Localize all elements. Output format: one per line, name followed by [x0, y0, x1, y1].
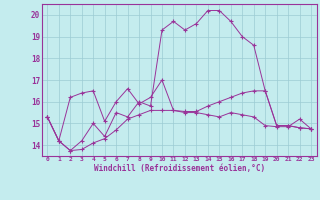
- X-axis label: Windchill (Refroidissement éolien,°C): Windchill (Refroidissement éolien,°C): [94, 164, 265, 173]
